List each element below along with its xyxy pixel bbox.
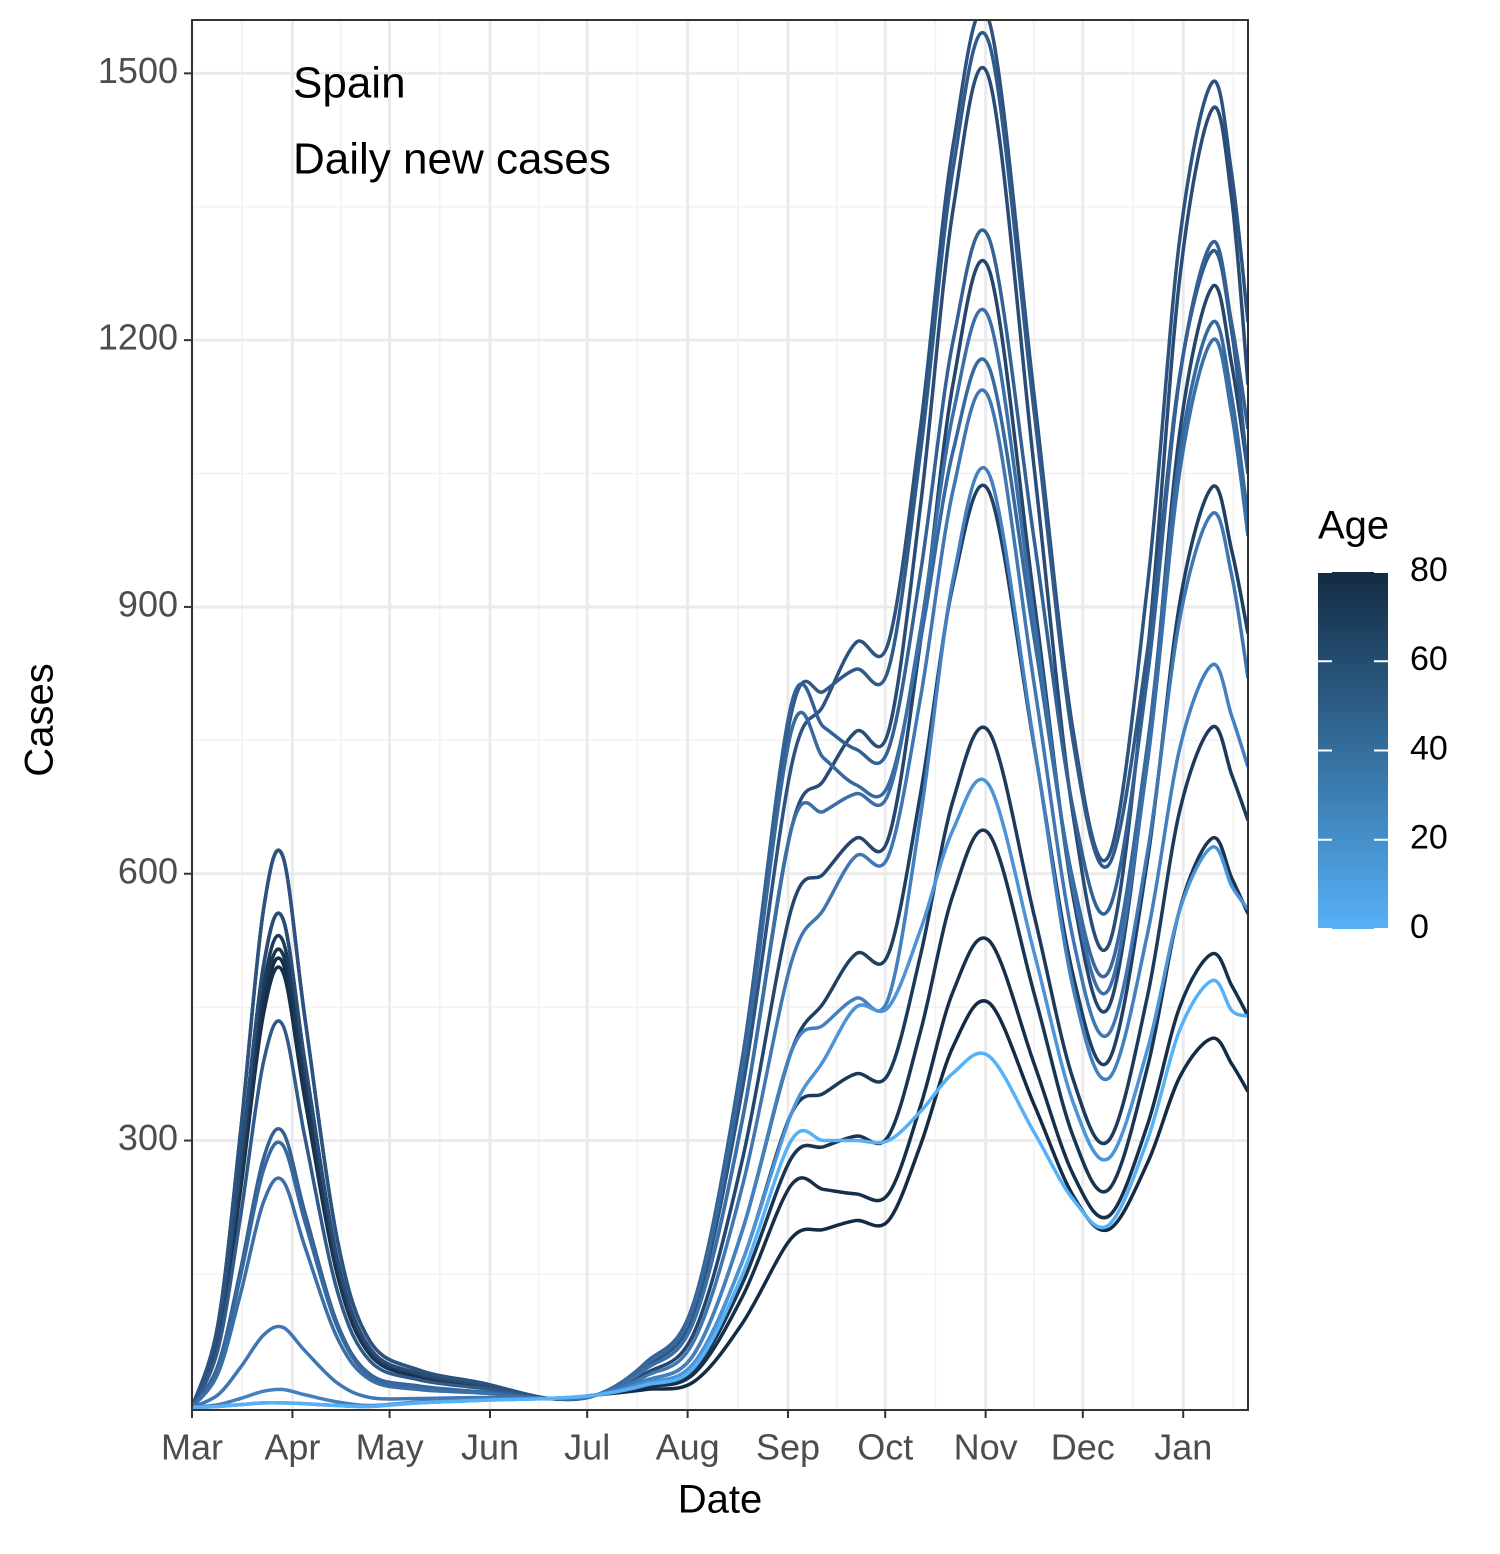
x-tick-label: Nov (954, 1427, 1018, 1468)
series-line (192, 936, 1248, 1409)
x-tick-label: Mar (161, 1427, 223, 1468)
series-line (192, 978, 1248, 1410)
series-line (192, 20, 1248, 1408)
series-line (192, 307, 1248, 1409)
x-tick-label: Jan (1154, 1427, 1212, 1468)
x-tick-label: Aug (656, 1427, 720, 1468)
y-tick-label: 1200 (98, 317, 178, 358)
annotation: Daily new cases (293, 135, 611, 184)
colorbar-tick-label: 0 (1410, 908, 1429, 946)
y-tick-label: 1500 (98, 50, 178, 91)
series-line (192, 465, 1248, 1410)
x-tick-label: Jun (461, 1427, 519, 1468)
plot-border (191, 19, 1249, 1411)
colorbar-tick-label: 20 (1410, 819, 1448, 857)
series-line (192, 388, 1248, 1409)
y-tick-label: 900 (118, 583, 178, 624)
y-axis-label: Cases (18, 663, 62, 776)
x-axis-label: Date (678, 1478, 763, 1522)
colorbar-tick-label: 80 (1410, 551, 1448, 589)
annotation: Spain (293, 59, 406, 108)
colorbar-tick-label: 60 (1410, 640, 1448, 678)
series-line (192, 319, 1248, 1409)
y-tick-label: 600 (118, 850, 178, 891)
colorbar-title: Age (1318, 504, 1389, 548)
x-tick-label: Dec (1051, 1427, 1115, 1468)
series-line (192, 31, 1248, 1409)
colorbar-tick-label: 40 (1410, 729, 1448, 767)
x-tick-label: May (356, 1427, 424, 1468)
x-tick-label: Oct (857, 1427, 913, 1468)
x-tick-label: Jul (564, 1427, 610, 1468)
x-tick-label: Sep (756, 1427, 820, 1468)
y-tick-label: 300 (118, 1117, 178, 1158)
x-tick-label: Apr (264, 1427, 320, 1468)
